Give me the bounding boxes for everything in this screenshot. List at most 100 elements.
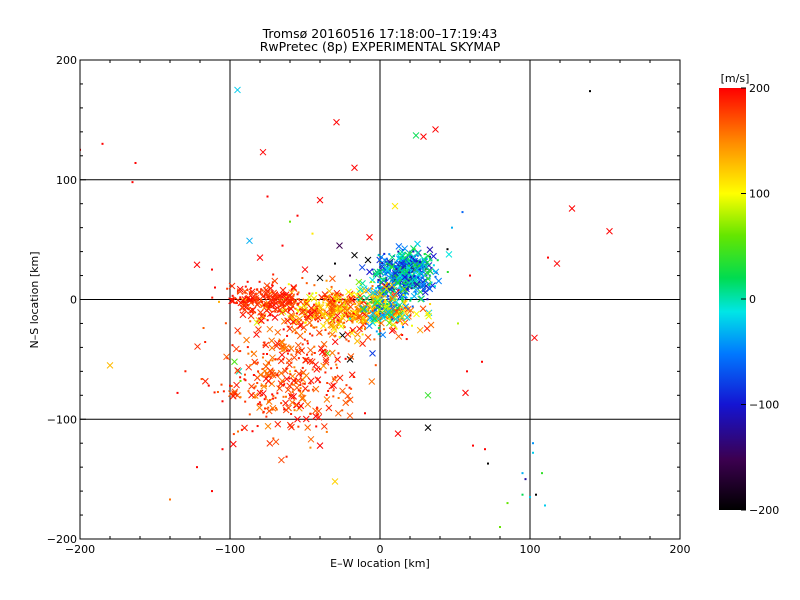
scatter-point-dot xyxy=(220,383,223,386)
scatter-point-dot xyxy=(393,324,396,327)
scatter-point-dot xyxy=(289,220,291,223)
scatter-point-dot xyxy=(388,318,391,321)
scatter-point-x xyxy=(335,296,342,304)
scatter-point-dot xyxy=(319,368,322,371)
scatter-point-x xyxy=(383,303,390,311)
scatter-point-dot xyxy=(429,255,432,258)
scatter-point-dot xyxy=(361,319,364,322)
scatter-point-dot xyxy=(246,280,249,283)
scatter-point-dot xyxy=(410,260,413,263)
scatter-point-x xyxy=(331,478,339,485)
scatter-point-x xyxy=(265,407,273,415)
x-tick-label: 200 xyxy=(670,543,691,556)
scatter-point-dot xyxy=(398,282,401,285)
scatter-point-dot xyxy=(315,326,318,329)
scatter-point-dot xyxy=(524,478,527,481)
scatter-point-dot xyxy=(381,262,384,265)
scatter-point-dot xyxy=(401,268,404,271)
scatter-point-x xyxy=(265,294,272,302)
scatter-point-dot xyxy=(381,307,384,310)
scatter-point-dot xyxy=(532,442,534,445)
scatter-point-dot xyxy=(261,300,264,303)
scatter-point-dot xyxy=(297,291,300,294)
scatter-point-x xyxy=(339,387,346,395)
scatter-point-dot xyxy=(239,350,242,353)
scatter-point-dot xyxy=(395,327,398,330)
scatter-point-dot xyxy=(342,391,345,394)
scatter-point-dot xyxy=(232,433,235,436)
scatter-point-dot xyxy=(346,306,349,309)
scatter-point-dot xyxy=(268,399,271,402)
scatter-point-x xyxy=(273,342,281,350)
scatter-point-dot xyxy=(395,268,398,271)
scatter-point-dot xyxy=(325,279,328,282)
scatter-point-dot xyxy=(529,496,531,499)
scatter-point-dot xyxy=(521,493,524,496)
scatter-point-x xyxy=(389,321,397,329)
scatter-point-dot xyxy=(405,278,408,281)
scatter-point-dot xyxy=(430,281,433,284)
scatter-point-dot xyxy=(409,299,412,302)
scatter-point-dot xyxy=(311,334,314,337)
scatter-point-x xyxy=(328,322,336,329)
scatter-point-dot xyxy=(379,263,382,266)
scatter-point-dot xyxy=(285,455,288,458)
scatter-point-x xyxy=(276,306,284,314)
scatter-point-dot xyxy=(383,252,386,255)
scatter-point-dot xyxy=(274,396,277,399)
scatter-point-dot xyxy=(239,396,242,399)
scatter-point-dot xyxy=(272,437,275,440)
scatter-point-dot xyxy=(211,490,213,493)
scatter-point-dot xyxy=(446,248,449,251)
scatter-point-dot xyxy=(521,472,524,475)
scatter-point-dot xyxy=(259,394,262,397)
scatter-point-x xyxy=(266,325,274,333)
scatter-point-dot xyxy=(368,293,371,296)
scatter-point-dot xyxy=(349,317,352,320)
scatter-point-dot xyxy=(400,322,403,325)
scatter-point-x xyxy=(234,86,241,94)
scatter-point-dot xyxy=(312,326,315,329)
scatter-point-dot xyxy=(239,296,242,299)
scatter-point-dot xyxy=(361,333,364,336)
scatter-point-dot xyxy=(299,383,302,386)
scatter-point-dot xyxy=(221,448,224,451)
scatter-point-x xyxy=(348,371,356,379)
scatter-point-dot xyxy=(377,285,380,288)
scatter-point-dot xyxy=(272,394,275,397)
scatter-point-dot xyxy=(333,319,336,322)
scatter-point-dot xyxy=(275,297,278,300)
scatter-point-dot xyxy=(404,296,407,299)
scatter-point-dot xyxy=(384,280,387,283)
scatter-point-dot xyxy=(304,298,307,301)
scatter-point-dot xyxy=(368,307,371,310)
scatter-point-dot xyxy=(395,304,398,307)
scatter-point-x xyxy=(359,340,366,348)
scatter-point-x xyxy=(331,376,339,383)
scatter-point-x xyxy=(377,253,385,261)
scatter-point-dot xyxy=(406,282,409,285)
scatter-point-dot xyxy=(379,317,382,320)
scatter-point-x xyxy=(290,354,298,361)
scatter-point-dot xyxy=(254,292,257,295)
scatter-point-dot xyxy=(499,526,501,529)
scatter-point-dot xyxy=(401,299,404,302)
scatter-point-dot xyxy=(304,357,307,360)
scatter-point-dot xyxy=(367,312,370,315)
scatter-point-dot xyxy=(392,266,395,269)
scatter-point-x xyxy=(248,391,255,399)
scatter-point-dot xyxy=(291,383,294,386)
scatter-point-dot xyxy=(236,289,239,292)
scatter-point-dot xyxy=(391,283,394,286)
scatter-point-dot xyxy=(271,284,274,287)
scatter-point-dot xyxy=(418,269,421,272)
scatter-point-dot xyxy=(309,382,312,385)
scatter-point-dot xyxy=(341,294,344,297)
scatter-point-x xyxy=(394,279,402,287)
scatter-point-dot xyxy=(267,406,270,409)
scatter-point-dot xyxy=(418,259,421,262)
scatter-point-x xyxy=(234,327,241,334)
scatter-point-dot xyxy=(325,393,328,396)
scatter-point-x xyxy=(231,388,239,396)
scatter-point-x xyxy=(320,322,327,330)
